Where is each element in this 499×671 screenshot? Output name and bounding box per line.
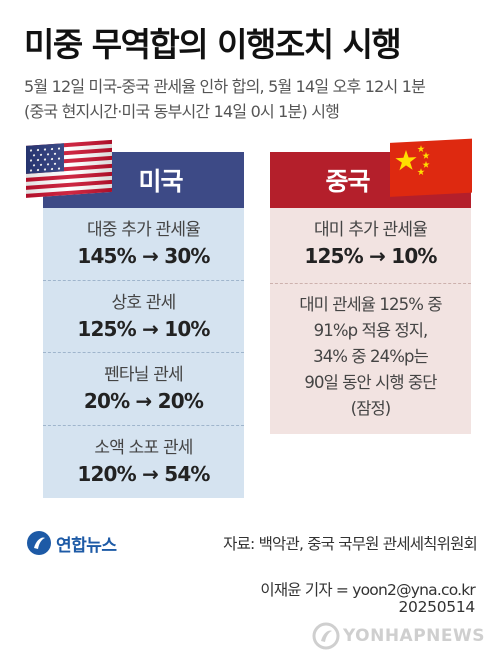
watermark: YONHAPNEWS: [312, 622, 485, 650]
china-item-additional-tariff: 대미 추가 관세율 125% → 10%: [270, 208, 471, 284]
china-note-line: 90일 동안 시행 중단: [304, 373, 437, 392]
us-column: 미국 대중 추가 관세율 145% → 30% 상호 관세 125% → 10%…: [43, 152, 244, 498]
source-text: 자료: 백악관, 중국 국무원 관세세칙위원회: [223, 535, 478, 553]
china-note-line: 34% 중 24%p는: [313, 347, 429, 366]
us-item-small-parcel-tariff: 소액 소포 관세 120% → 54%: [43, 426, 244, 499]
watermark-text: YONHAPNEWS: [342, 626, 485, 646]
us-item-value: 125% → 10%: [77, 316, 210, 341]
yonhap-logo: 연합뉴스: [26, 530, 117, 556]
watermark-logo-icon: [312, 622, 340, 650]
date-text: 20250514: [398, 598, 476, 616]
us-item-value: 145% → 30%: [77, 244, 210, 268]
subtitle: 5월 12일 미국-중국 관세율 인하 합의, 5월 14일 오후 12시 1분…: [24, 74, 426, 124]
credit-text: 이재윤 기자 = yoon2@yna.co.kr: [260, 581, 475, 599]
china-body: 대미 추가 관세율 125% → 10% 대미 관세율 125% 중 91%p …: [270, 208, 471, 434]
us-item-label: 소액 소포 관세: [94, 437, 193, 458]
us-item-label: 상호 관세: [111, 292, 177, 313]
china-column: 중국 대미 추가 관세율 125% → 10% 대미 관세율 125% 중 91…: [270, 152, 471, 434]
subtitle-line-1: 5월 12일 미국-중국 관세율 인하 합의, 5월 14일 오후 12시 1분: [24, 77, 426, 96]
us-item-label: 펜타닐 관세: [104, 365, 184, 385]
us-item-value: 20% → 20%: [83, 389, 204, 413]
us-item-value: 120% → 54%: [77, 461, 210, 486]
china-note: 대미 관세율 125% 중 91%p 적용 정지, 34% 중 24%p는 90…: [270, 284, 471, 422]
china-note-line: 91%p 적용 정지,: [313, 321, 429, 340]
china-flag-icon: [390, 138, 472, 197]
us-body: 대중 추가 관세율 145% → 30% 상호 관세 125% → 10% 펜타…: [43, 208, 244, 498]
page-title: 미중 무역합의 이행조치 시행: [24, 25, 402, 64]
us-item-additional-tariff: 대중 추가 관세율 145% → 30%: [43, 208, 244, 281]
subtitle-line-2: (중국 현지시간·미국 동부시간 14일 0시 1분) 시행: [24, 102, 340, 121]
us-item-reciprocal-tariff: 상호 관세 125% → 10%: [43, 281, 244, 353]
china-note-line: 대미 관세율 125% 중: [299, 295, 442, 314]
logo-text: 연합뉴스: [56, 535, 117, 556]
china-item-value: 125% → 10%: [304, 244, 437, 268]
china-note-line: (잠정): [350, 399, 392, 418]
yonhap-logo-icon: [27, 531, 51, 555]
us-flag-icon: [26, 139, 112, 198]
us-item-fentanyl-tariff: 펜타닐 관세 20% → 20%: [43, 353, 244, 426]
us-item-label: 대중 추가 관세율: [86, 220, 201, 240]
china-item-label: 대미 추가 관세율: [313, 220, 428, 240]
